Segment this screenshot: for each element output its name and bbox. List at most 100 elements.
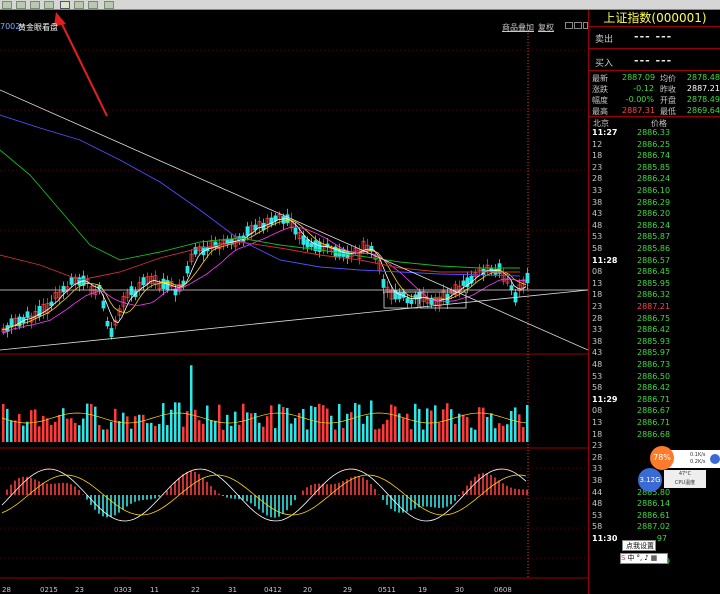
quote-value: -0.12 bbox=[633, 84, 654, 93]
tick-time: 08 bbox=[592, 406, 603, 416]
ime-mic-icon[interactable]: ♪ bbox=[644, 554, 649, 562]
tick-price: 2886.10 bbox=[637, 186, 671, 195]
tick-price: 2886.24 bbox=[637, 220, 671, 230]
tick-time: 38 bbox=[592, 197, 603, 207]
chart-grid bbox=[0, 30, 588, 579]
kline-chart[interactable]: 28 0215 23 0303 11 22 31 0412 20 29 0511 19 30 0608 bbox=[0, 10, 588, 594]
tick-price: 2886.42 bbox=[637, 383, 671, 393]
x-axis-labels: 28 0215 23 0303 11 22 31 0412 20 29 0511 19 30 0608 bbox=[2, 586, 512, 594]
tick-time: 28 bbox=[592, 313, 603, 323]
tick-price: 2886.67 bbox=[637, 406, 671, 416]
tick-row: 43 2885.97 bbox=[589, 348, 720, 359]
tick-row: 18 2886.68 bbox=[589, 430, 720, 441]
ime-keyboard-icon[interactable]: ▦ bbox=[650, 554, 658, 562]
tick-price: 2886.61 bbox=[637, 510, 671, 520]
tick-price: 2887.02 bbox=[637, 522, 671, 532]
quote-value: 2887.09 bbox=[622, 73, 656, 82]
system-monitor-widget[interactable]: 0.1K/s 0.2K/s 78% 3.12G 47°C CPU温度 bbox=[638, 446, 720, 496]
toolbar-button-5[interactable] bbox=[60, 1, 70, 9]
toolbar-button-3[interactable] bbox=[30, 1, 40, 9]
tick-time: 12 bbox=[592, 139, 603, 149]
ime-punct-icon[interactable]: °, bbox=[636, 554, 643, 562]
x-axis-label: 0303 bbox=[114, 586, 132, 594]
ime-mode[interactable]: 中 bbox=[627, 554, 635, 562]
x-axis-label: 0215 bbox=[40, 586, 58, 594]
tick-time: 43 bbox=[592, 348, 603, 358]
tick-price: 2886.74 bbox=[637, 151, 671, 161]
tick-time: 28 bbox=[592, 174, 603, 184]
buy-value: --- --- bbox=[634, 54, 673, 67]
tick-row: 38 2886.29 bbox=[589, 198, 720, 209]
tick-row: 11:27 2886.33 bbox=[589, 128, 720, 139]
tick-row: 53 2886.50 bbox=[589, 372, 720, 383]
net-up-speed: 0.1K/s bbox=[690, 452, 706, 458]
tick-time: 23 bbox=[592, 162, 603, 172]
tick-time: 18 bbox=[592, 429, 603, 439]
tick-price: 2885.87 bbox=[637, 232, 671, 242]
toolbar-button-2[interactable] bbox=[16, 1, 26, 9]
chart-area[interactable]: 28 0215 23 0303 11 22 31 0412 20 29 0511 19 30 0608 7… bbox=[0, 10, 588, 594]
quote-value: 2887.21 bbox=[686, 84, 720, 93]
tick-time: 23 bbox=[592, 441, 603, 451]
tick-time: 58 bbox=[592, 383, 603, 393]
toolbar-button-7[interactable] bbox=[88, 1, 98, 9]
ime-logo-icon: S bbox=[621, 554, 626, 562]
cpu-usage: 78% bbox=[650, 446, 674, 470]
volume-bars bbox=[1, 365, 529, 442]
quote-label: 幅度 bbox=[592, 96, 608, 105]
tick-time: 38 bbox=[592, 476, 603, 485]
x-axis-label: 19 bbox=[418, 586, 427, 594]
tick-time: 38 bbox=[592, 336, 603, 346]
tick-row: 33 bbox=[589, 464, 720, 475]
toolbar-button-8[interactable] bbox=[104, 1, 114, 9]
tick-time: 18 bbox=[592, 290, 603, 300]
tick-time: 11:30 bbox=[592, 534, 618, 543]
tick-price: 2886.20 bbox=[637, 209, 671, 219]
toolbar-button-4[interactable] bbox=[44, 1, 54, 9]
overlay-button[interactable]: 商品叠加 bbox=[502, 23, 534, 32]
tick-row: 48 2886.73 bbox=[589, 360, 720, 371]
tick-row: 28 bbox=[589, 453, 720, 464]
restore-button[interactable]: 复权 bbox=[538, 23, 554, 32]
minimize-icon[interactable] bbox=[565, 22, 573, 29]
tick-header-time: 北京 bbox=[593, 119, 609, 128]
quote-panel: 上证指数(000001) 卖出 --- --- 买入 --- --- 最新 288… bbox=[588, 10, 720, 594]
toolbar-button-1[interactable] bbox=[2, 1, 12, 9]
tick-price: 2886.32 bbox=[637, 290, 671, 300]
tick-time: 08 bbox=[592, 267, 603, 277]
red-arrow-annotation bbox=[54, 12, 108, 117]
x-axis-label: 29 bbox=[343, 586, 352, 594]
trend-lines bbox=[0, 89, 588, 351]
tick-price: 2886.33 bbox=[637, 128, 671, 137]
tick-row: 12 2886.25 bbox=[589, 140, 720, 151]
toolbar-button-6[interactable] bbox=[74, 1, 84, 9]
tick-row: 13 2886.71 bbox=[589, 418, 720, 429]
x-axis-label: 11 bbox=[150, 586, 159, 594]
tick-row: 23 2885.85 bbox=[589, 163, 720, 174]
tick-time: 53 bbox=[592, 232, 603, 242]
quote-label: 开盘 bbox=[660, 96, 676, 105]
tick-price: 2886.57 bbox=[637, 255, 671, 265]
stock-code: 7002 bbox=[0, 22, 21, 31]
tick-row: 58 2885.86 bbox=[589, 244, 720, 255]
tick-time: 53 bbox=[592, 371, 603, 381]
tick-time: 33 bbox=[592, 186, 603, 195]
tick-row: 43 2886.20 bbox=[589, 209, 720, 220]
restore-icon[interactable] bbox=[574, 22, 582, 29]
tick-row: 38 bbox=[589, 476, 720, 487]
divider bbox=[589, 26, 720, 27]
x-axis-label: 0511 bbox=[378, 586, 396, 594]
divider bbox=[589, 116, 720, 117]
tick-price: 2885.80 bbox=[637, 487, 671, 497]
quote-label: 最低 bbox=[660, 107, 676, 116]
quote-row: 最新 2887.09 均价 2878.48 bbox=[592, 73, 720, 84]
tick-price: 2886.14 bbox=[637, 499, 671, 509]
quote-value: -0.00% bbox=[625, 95, 654, 104]
tick-row: 33 2886.10 bbox=[589, 186, 720, 197]
close-icon[interactable] bbox=[583, 22, 588, 29]
settings-tooltip[interactable]: 点我设置 bbox=[622, 540, 656, 551]
panel-title: 上证指数(000001) bbox=[603, 11, 707, 25]
tick-time: 58 bbox=[592, 522, 603, 532]
ime-toolbar[interactable]: S 中 °, ♪ ▦ bbox=[620, 553, 668, 564]
gear-icon[interactable] bbox=[710, 454, 720, 464]
